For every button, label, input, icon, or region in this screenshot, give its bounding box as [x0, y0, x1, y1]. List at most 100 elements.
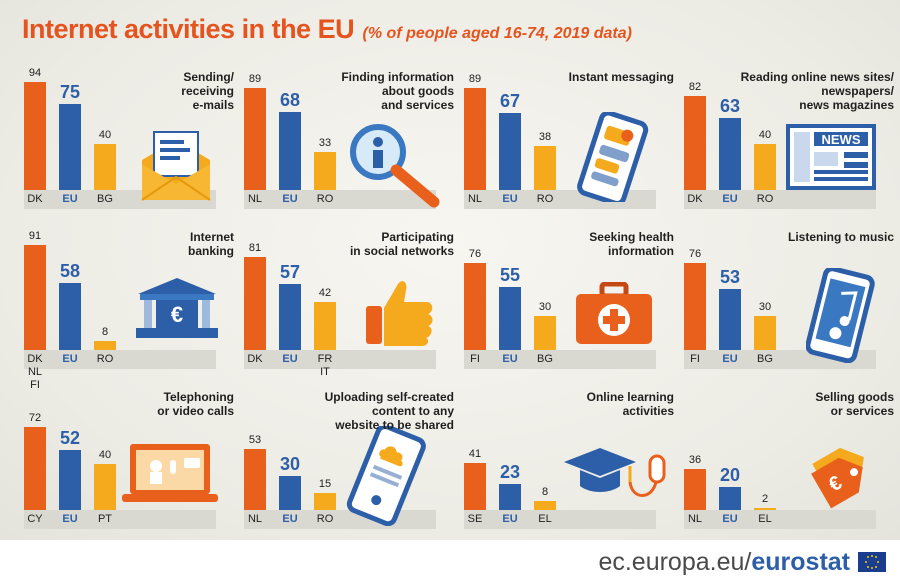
data-label: 91: [28, 230, 42, 243]
category-label: EL: [538, 513, 552, 525]
bar-min: [314, 301, 336, 350]
price-tag-icon: €: [808, 440, 878, 515]
footer-site-prefix: ec.europa.eu/: [598, 548, 752, 576]
data-label: 55: [499, 264, 521, 285]
chart-panel: Finding information about goods and serv…: [244, 70, 454, 230]
magnifier-icon: [346, 118, 441, 213]
category-label: RO: [316, 513, 334, 525]
category-label: BG: [97, 193, 113, 205]
bar-max: [24, 81, 46, 190]
bar-max: [464, 262, 486, 350]
bar-max: [244, 87, 266, 190]
data-label: 40: [98, 129, 112, 141]
chart-baseline: [464, 350, 656, 369]
data-label: 20: [719, 465, 741, 485]
category-label: EU: [282, 353, 298, 365]
chart-panel: Uploading self-created content to any we…: [244, 390, 454, 550]
bar-min: [754, 507, 776, 510]
data-label: 30: [279, 453, 301, 474]
chart-title: Seeking health information: [589, 230, 674, 258]
svg-text:NEWS: NEWS: [822, 132, 861, 147]
category-label: EU: [502, 513, 518, 525]
category-label: FI: [470, 353, 480, 365]
data-label: 94: [28, 66, 42, 79]
category-label: EU: [62, 193, 78, 205]
laptop-call-icon: [120, 442, 220, 512]
bar-min: [94, 340, 116, 350]
graduation-cap-icon: [560, 442, 670, 512]
chart-title: Online learning activities: [586, 390, 674, 418]
bar-eu: [59, 283, 81, 350]
footer-site[interactable]: ec.europa.eu/eurostat: [598, 548, 850, 577]
data-label: 81: [248, 241, 262, 254]
data-label: 8: [101, 325, 109, 338]
bar-min: [534, 500, 556, 510]
data-label: 89: [468, 72, 482, 85]
infographic-canvas: Internet activities in the EU (% of peop…: [0, 0, 900, 540]
bar-min: [534, 315, 556, 350]
data-label: 75: [59, 81, 81, 102]
category-label: EU: [502, 353, 518, 365]
chart-panel: NEWS Reading online news sites/ newspaper…: [684, 70, 894, 230]
bar-max: [24, 427, 46, 510]
chart-panel: Listening to music 76 FI 53 EU 30 BG: [684, 230, 894, 390]
bar-eu: [719, 487, 741, 510]
category-label: EU: [502, 193, 518, 205]
chart-title: Listening to music: [787, 230, 894, 244]
bank-icon: €: [132, 276, 222, 346]
data-label: 68: [279, 89, 301, 110]
music-phone-icon: [805, 266, 876, 368]
data-label: 63: [719, 95, 741, 116]
chart-baseline: [24, 510, 216, 529]
bar-max: [684, 468, 706, 510]
bar-eu: [499, 483, 521, 510]
category-label: BG: [757, 353, 773, 365]
bar-eu: [499, 286, 521, 350]
data-label: 23: [499, 461, 521, 482]
bar-max: [244, 449, 266, 510]
category-label: DK: [687, 193, 703, 205]
bar-eu: [719, 117, 741, 190]
data-label: 15: [318, 477, 332, 490]
data-label: 30: [758, 300, 772, 313]
chart-baseline: [244, 190, 436, 209]
chart-panel: € Selling goods or services 36 NL 20 EU 2 EL: [684, 390, 894, 550]
data-label: 76: [468, 247, 482, 260]
bar-min: [754, 315, 776, 350]
data-label: 89: [248, 72, 262, 85]
data-label: 53: [719, 267, 741, 288]
data-label: 42: [318, 286, 332, 299]
category-label: BG: [537, 353, 553, 365]
bar-eu: [279, 284, 301, 350]
newspaper-icon: NEWS: [784, 120, 879, 200]
chart-header: Internet activities in the EU (% of peop…: [22, 14, 632, 45]
page-subtitle: (% of people aged 16-74, 2019 data): [362, 25, 632, 42]
data-label: 72: [28, 412, 42, 425]
data-label: 67: [499, 90, 521, 111]
category-label: EU: [62, 353, 78, 365]
data-label: 41: [468, 447, 482, 460]
chart-title: Instant messaging: [568, 70, 674, 84]
chart-baseline: [24, 350, 216, 369]
chart-title: Finding information about goods and serv…: [341, 70, 454, 112]
chart-title: Selling goods or services: [815, 390, 894, 418]
bar-eu: [499, 112, 521, 190]
svg-text:€: €: [171, 302, 183, 327]
category-label: EL: [758, 513, 772, 525]
category-label: RO: [536, 193, 554, 205]
category-label: FR IT: [317, 353, 333, 378]
chart-title: Uploading self-created content to any we…: [324, 390, 454, 432]
category-label: RO: [96, 353, 114, 365]
data-label: 40: [758, 129, 772, 141]
category-label: DK: [27, 193, 43, 205]
cloud-upload-phone-icon: [344, 423, 429, 531]
data-label: 33: [318, 137, 332, 150]
bar-eu: [719, 289, 741, 350]
bar-max: [464, 87, 486, 190]
bar-max: [464, 462, 486, 510]
bar-max: [684, 262, 706, 350]
chart-title: Telephoning or video calls: [157, 390, 234, 418]
first-aid-kit-icon: [574, 281, 654, 352]
data-label: 30: [538, 300, 552, 313]
bar-eu: [279, 111, 301, 190]
